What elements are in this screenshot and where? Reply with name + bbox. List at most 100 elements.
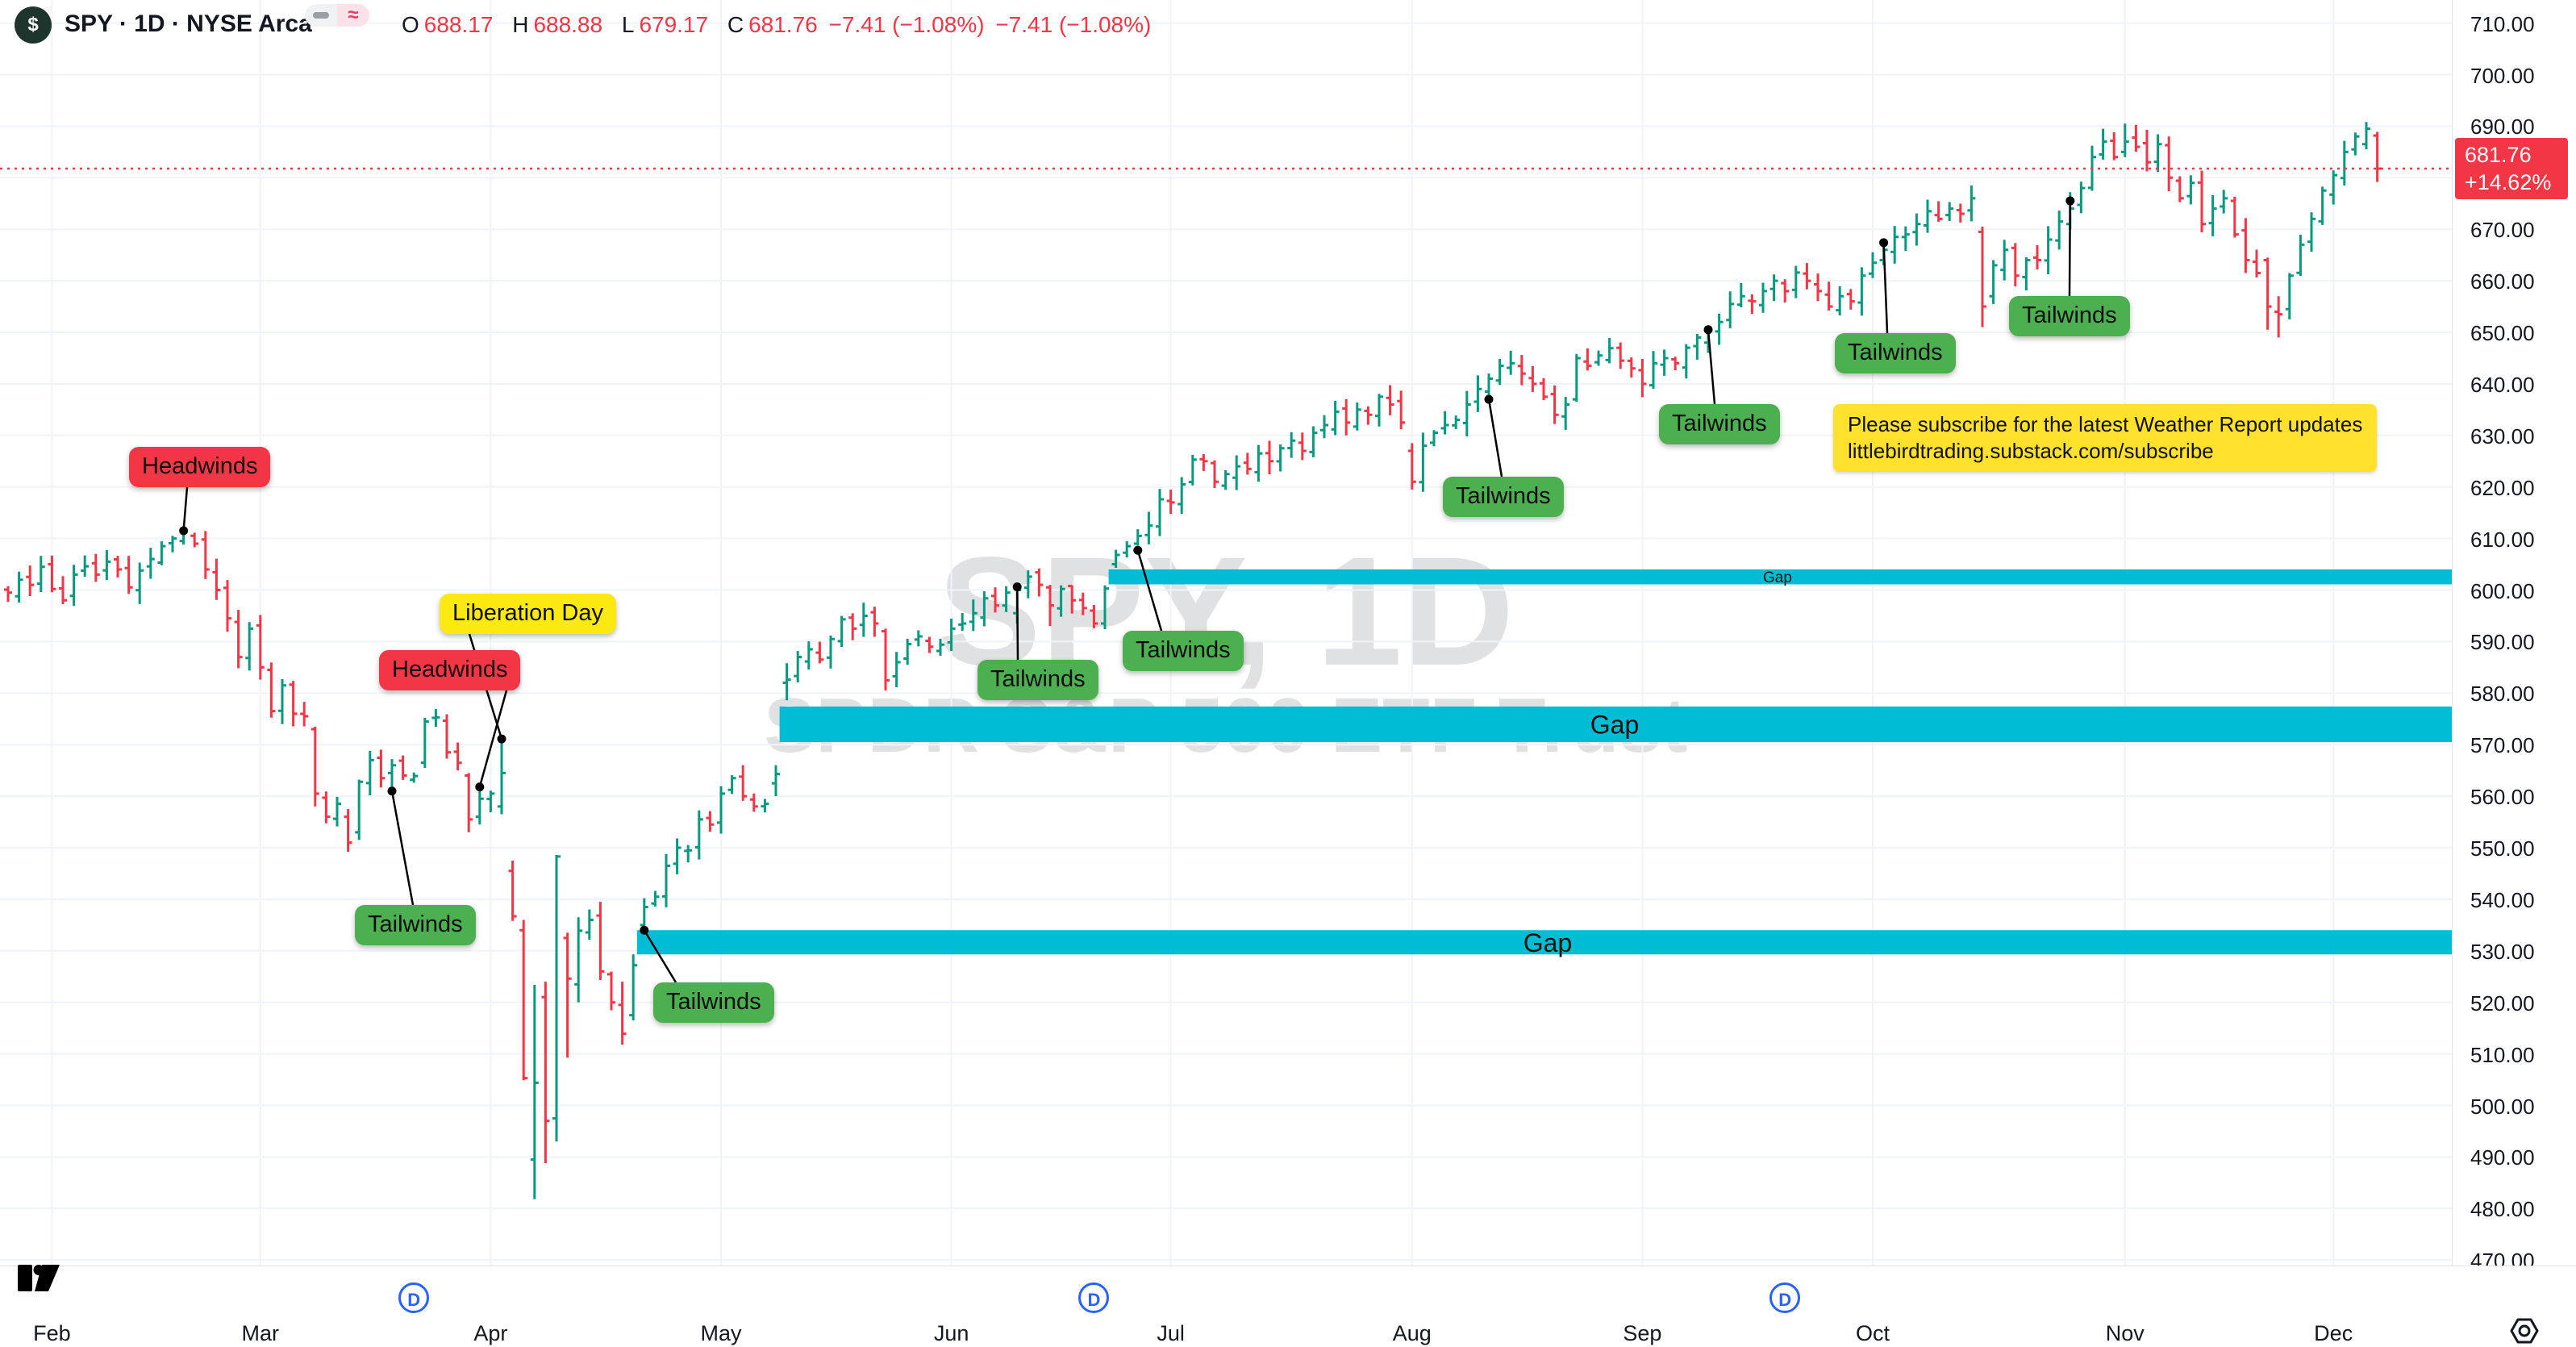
symbol-title[interactable]: SPY · 1D · NYSE Arca [65, 10, 312, 37]
dividend-marker[interactable]: D [398, 1282, 430, 1313]
settings-nut-icon[interactable] [2508, 1315, 2541, 1347]
ohlc-bar [607, 971, 615, 1011]
ohlc-bar [1123, 540, 1132, 557]
ohlc-bar [673, 838, 682, 874]
ohlc-bar [311, 726, 319, 807]
ohlc-bar [1495, 358, 1504, 386]
last-price-value: 681.76 [2465, 143, 2532, 168]
ohlc-bar [1583, 348, 1592, 371]
ohlc-bar [969, 599, 977, 632]
ohlc-bar [1814, 273, 1822, 302]
ohlc-bar [1660, 349, 1669, 376]
ohlc-bar [1254, 444, 1263, 482]
price-tick-label: 560.00 [2470, 785, 2535, 810]
market-status-pill[interactable]: ≈ [305, 4, 369, 27]
price-scale[interactable]: 681.76 +14.62% 710.00700.00690.00680.006… [2452, 0, 2576, 1347]
headwinds-label[interactable]: Headwinds [129, 447, 271, 487]
ohlc-bar [651, 890, 660, 907]
market-closed-icon[interactable] [305, 4, 337, 27]
ohlc-bar [585, 909, 594, 940]
price-tick-label: 600.00 [2470, 578, 2535, 603]
tailwinds-label[interactable]: Tailwinds [977, 660, 1098, 700]
ohlc-bar [81, 555, 90, 577]
ohlc-bar [1407, 443, 1416, 490]
ohlc-bar [1671, 357, 1680, 370]
tailwinds-label[interactable]: Tailwinds [1659, 404, 1780, 444]
subscribe-note[interactable]: Please subscribe for the latest Weather … [1833, 404, 2378, 472]
gap-label: Gap [1590, 710, 1639, 739]
tailwinds-label[interactable]: Tailwinds [2009, 296, 2130, 336]
ohlc-bar [1178, 477, 1186, 515]
ohlc-bar [1649, 351, 1657, 390]
gap-zone[interactable] [779, 706, 2452, 743]
ohlc-bar [552, 854, 561, 1142]
ohlc-bar [947, 619, 956, 651]
ohlc-bar [2263, 257, 2272, 330]
ohlc-bar [706, 811, 715, 832]
gap-zone[interactable] [636, 930, 2452, 955]
ohlc-bar [1605, 337, 1614, 364]
tailwinds-label[interactable]: Tailwinds [355, 905, 476, 945]
delayed-data-icon[interactable]: ≈ [337, 4, 369, 27]
ohlc-bar [322, 791, 331, 824]
ohlc-bar [1967, 185, 1976, 222]
tailwinds-label[interactable]: Tailwinds [1443, 477, 1564, 517]
open-value: 688.17 [423, 12, 494, 37]
ohlc-bar [519, 920, 528, 1081]
callout-dot [1484, 394, 1494, 404]
ohlc-bar [1638, 358, 1647, 398]
ohlc-bar [2165, 136, 2174, 192]
gap-zone[interactable] [1108, 569, 2452, 585]
symbol-logo-icon[interactable]: $ [15, 6, 52, 44]
close-label: C [727, 12, 744, 37]
ohlc-bar [2198, 170, 2206, 233]
tailwinds-label[interactable]: Tailwinds [1835, 333, 1956, 373]
ohlc-bar [1507, 350, 1515, 375]
ohlc-bar [2220, 190, 2228, 214]
ohlc-bar [1781, 279, 1790, 302]
ohlc-bar [2044, 226, 2053, 274]
ohlc-bar [1824, 281, 1833, 311]
ohlc-bar [1736, 282, 1745, 307]
tradingview-logo[interactable] [18, 1265, 61, 1294]
price-tick-label: 520.00 [2470, 990, 2535, 1015]
price-tick-label: 480.00 [2470, 1197, 2535, 1222]
ohlc-bar [201, 531, 210, 579]
time-scale[interactable]: Feb Mar Apr May Jun Jul Aug Sep Oct Nov Dec D D D [0, 1266, 2576, 1347]
ohlc-bar [1243, 452, 1252, 475]
price-tick-label: 590.00 [2470, 630, 2535, 655]
liberation-day-label[interactable]: Liberation Day [440, 594, 616, 634]
tailwinds-label[interactable]: Tailwinds [1123, 631, 1244, 671]
ohlc-bar [2143, 129, 2151, 172]
ohlc-bar [1090, 605, 1098, 628]
ohlc-bar [15, 571, 23, 603]
ohlc-bar [1550, 385, 1559, 424]
price-tick-label: 670.00 [2470, 218, 2535, 243]
ohlc-bar [749, 793, 758, 812]
ohlc-bar [1572, 353, 1581, 402]
ohlc-bar [465, 773, 473, 832]
tailwinds-label[interactable]: Tailwinds [653, 982, 774, 1023]
ohlc-bar [1901, 226, 1910, 251]
dividend-marker[interactable]: D [1769, 1282, 1801, 1313]
ohlc-bar [91, 553, 100, 582]
ohlc-bar [1869, 252, 1877, 278]
callout-line [1136, 549, 1163, 632]
callout-dot [475, 782, 485, 792]
ohlc-bar [1188, 454, 1197, 486]
ohlc-bar [739, 765, 748, 801]
headwinds-label[interactable]: Headwinds [379, 650, 521, 690]
price-tick-label: 640.00 [2470, 372, 2535, 397]
ohlc-bar [36, 556, 45, 592]
month-tick-feb: Feb [33, 1321, 71, 1345]
dividend-marker[interactable]: D [1078, 1282, 1110, 1313]
price-tick-label: 530.00 [2470, 939, 2535, 964]
month-tick-sep: Sep [1623, 1321, 1662, 1345]
ohlc-bar [618, 982, 627, 1045]
ohlc-bar [59, 576, 67, 604]
ohlc-bar [212, 558, 221, 600]
ohlc-bar [2274, 296, 2283, 338]
price-tick-label: 620.00 [2470, 475, 2535, 500]
ohlc-bar [398, 755, 407, 780]
